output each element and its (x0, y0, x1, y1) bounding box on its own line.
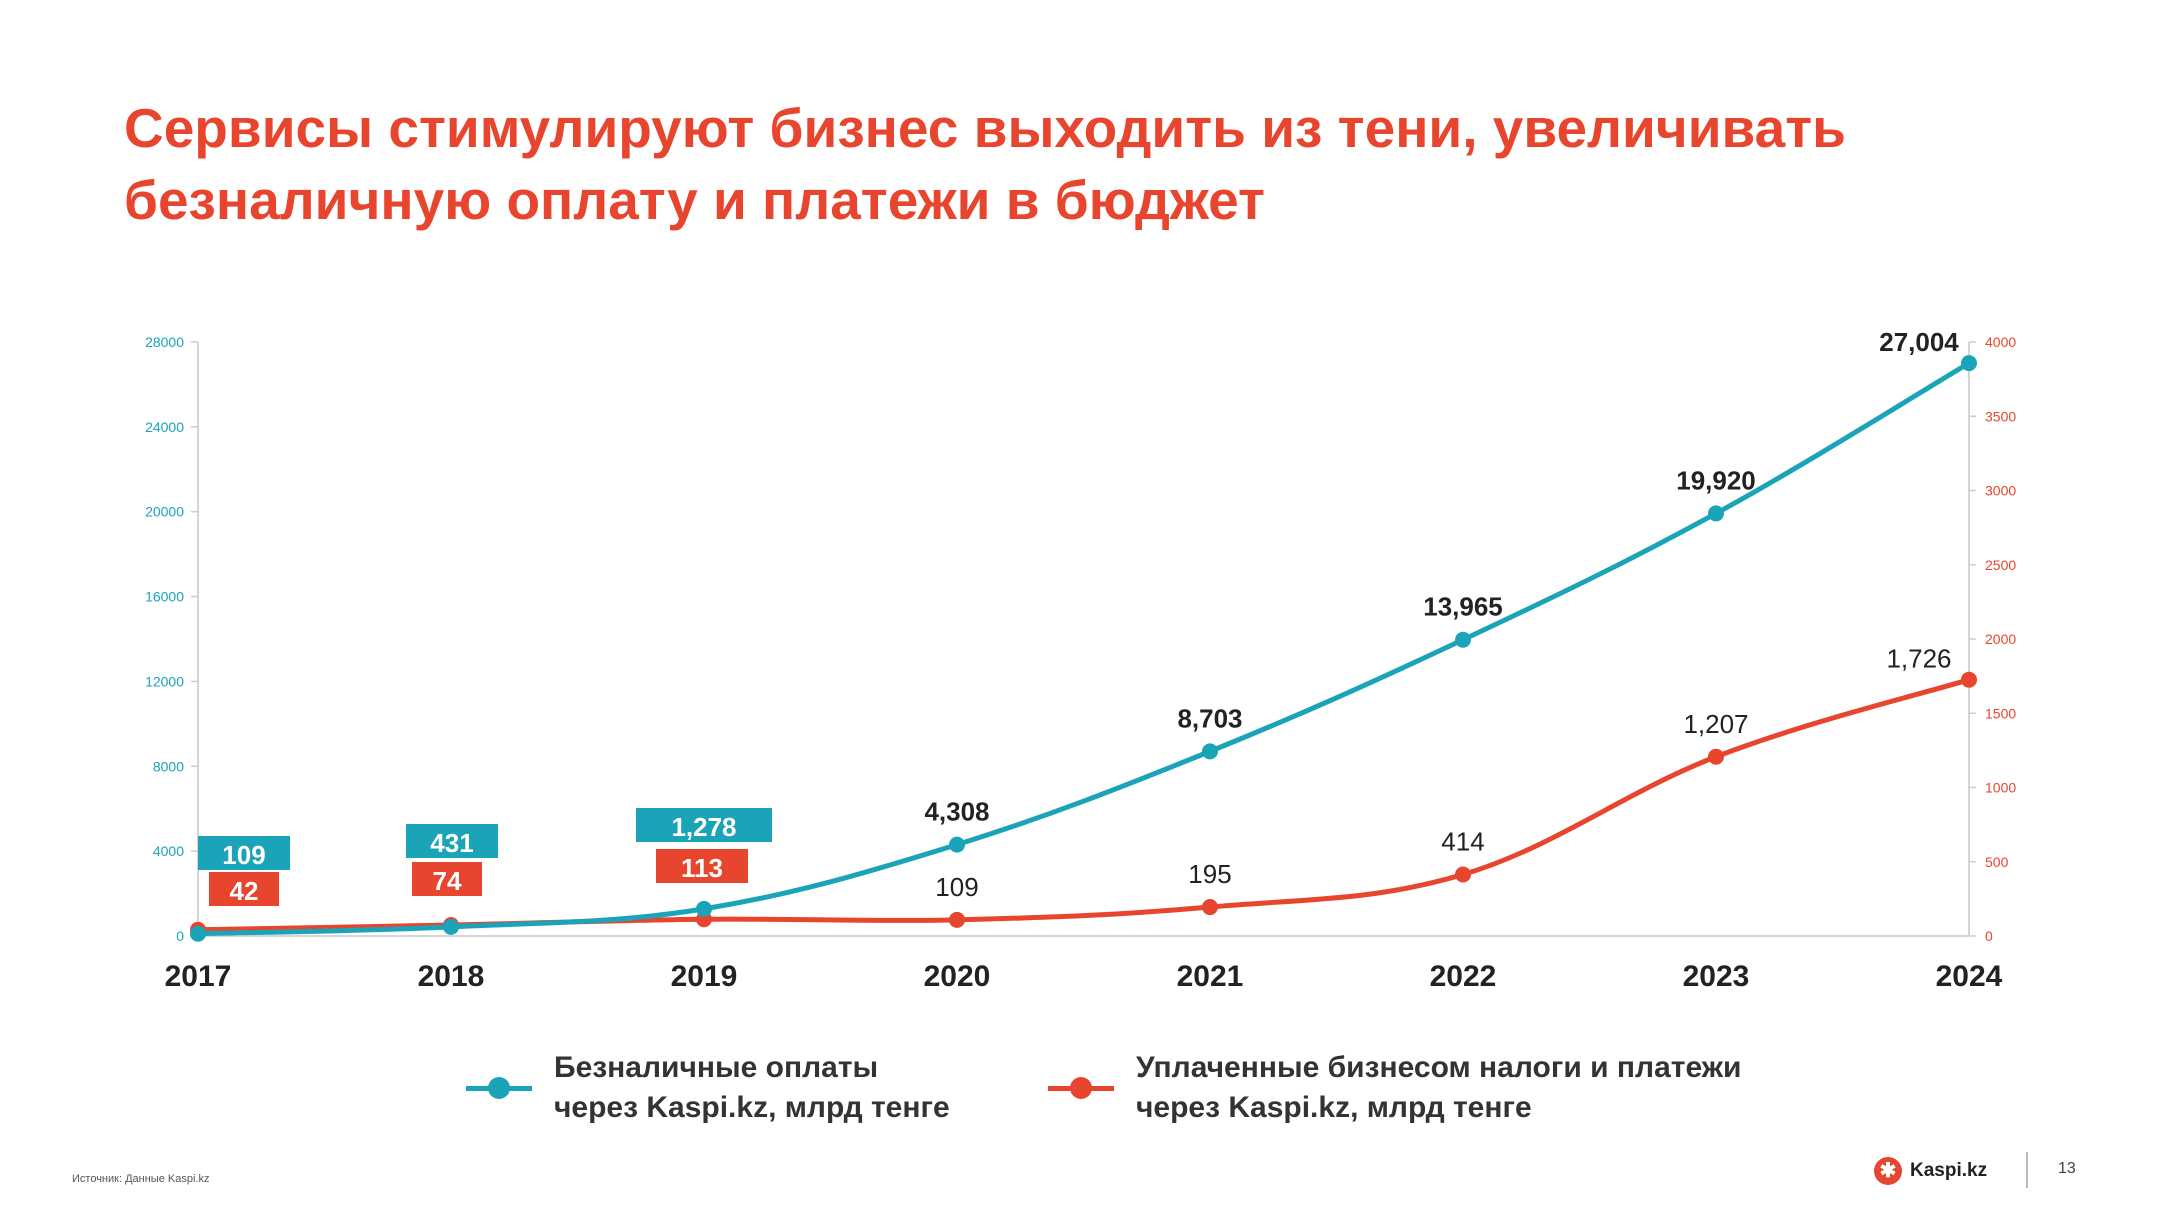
slide-title: Сервисы стимулируют бизнес выходить из т… (124, 97, 1846, 231)
legend-label: Безналичные оплаты через Kaspi.kz, млрд т… (554, 1048, 950, 1128)
left-axis-tick-label: 20000 (145, 504, 184, 520)
data-point-cashless (1202, 743, 1218, 760)
data-label-cashless: 109 (222, 840, 265, 870)
data-point-taxes (1961, 671, 1977, 688)
legend-line: через Kaspi.kz, млрд тенге (1136, 1091, 1532, 1124)
data-point-taxes (949, 911, 965, 928)
left-axis-tick-label: 4000 (153, 843, 184, 859)
kaspi-logo-icon: ✱ (1874, 1157, 1902, 1185)
data-label-taxes: 1,726 (1886, 644, 1951, 674)
right-axis-tick-label: 1500 (1985, 705, 2016, 721)
data-point-cashless (1455, 631, 1471, 648)
x-axis-tick-label: 2022 (1430, 960, 1497, 993)
x-axis-tick-label: 2023 (1683, 960, 1750, 993)
right-axis-tick-label: 0 (1985, 928, 1993, 944)
source-note: Источник: Данные Kaspi.kz (72, 1173, 210, 1185)
left-axis-tick-label: 8000 (153, 758, 184, 774)
right-axis-tick-label: 2000 (1985, 631, 2016, 647)
left-axis-tick-label: 16000 (145, 589, 184, 605)
footer-divider (2026, 1152, 2028, 1188)
legend-item-cashless: Безналичные оплаты через Kaspi.kz, млрд т… (466, 1048, 950, 1128)
x-axis-tick-label: 2019 (671, 960, 738, 993)
x-axis-tick-label: 2020 (924, 960, 991, 993)
data-label-taxes: 195 (1188, 859, 1231, 889)
data-label-box-cashless (636, 808, 772, 842)
x-axis-tick-label: 2017 (165, 960, 232, 993)
data-point-cashless (1961, 355, 1977, 372)
data-point-taxes (1202, 899, 1218, 916)
data-point-taxes (1708, 748, 1724, 765)
data-point-cashless (190, 925, 206, 942)
legend-item-taxes: Уплаченные бизнесом налоги и платежи чере… (1048, 1048, 1741, 1128)
legend-marker-red (1048, 1068, 1114, 1108)
data-label-box-taxes (412, 862, 482, 896)
series-line-cashless (197, 360, 1971, 937)
data-label-cashless: 4,308 (924, 797, 989, 827)
left-axis-tick-label: 0 (176, 928, 184, 944)
data-label-taxes: 74 (433, 866, 462, 896)
data-label-taxes: 1,207 (1683, 709, 1748, 739)
x-axis-tick-label: 2024 (1936, 960, 2003, 993)
data-label-box-taxes (209, 872, 279, 906)
kaspi-logo: ✱ Kaspi.kz (1874, 1157, 1987, 1185)
legend-line: Безналичные оплаты (554, 1051, 879, 1084)
right-axis-tick-label: 3500 (1985, 408, 2016, 424)
data-point-cashless (1708, 505, 1724, 522)
data-point-cashless (443, 918, 459, 935)
right-axis-tick-label: 500 (1985, 854, 2009, 870)
data-label-cashless: 27,004 (1879, 327, 1959, 357)
data-label-cashless: 8,703 (1177, 703, 1242, 733)
data-label-cashless: 1,278 (671, 812, 736, 842)
logo-text: Kaspi.kz (1910, 1160, 1988, 1181)
data-label-box-cashless (406, 824, 498, 858)
legend-label: Уплаченные бизнесом налоги и платежи чере… (1136, 1048, 1741, 1128)
data-point-cashless (696, 900, 712, 917)
data-label-cashless: 431 (430, 828, 473, 858)
data-label-taxes: 109 (935, 872, 978, 902)
data-label-box-cashless (198, 836, 290, 870)
data-label-taxes: 113 (681, 853, 723, 883)
x-axis-tick-label: 2018 (418, 960, 485, 993)
data-point-taxes (1455, 866, 1471, 883)
legend-marker-blue (466, 1068, 532, 1108)
left-axis-tick-label: 28000 (145, 334, 184, 350)
page-number: 13 (2058, 1160, 2076, 1177)
left-axis-tick-label: 24000 (145, 419, 184, 435)
left-axis-tick-label: 12000 (145, 673, 184, 689)
data-point-cashless (949, 836, 965, 853)
right-axis-tick-label: 2500 (1985, 557, 2016, 573)
right-axis-tick-label: 3000 (1985, 483, 2016, 499)
data-label-taxes: 42 (230, 876, 259, 906)
data-label-box-taxes (656, 849, 748, 883)
data-label-cashless: 13,965 (1423, 592, 1503, 622)
legend-line: через Kaspi.kz, млрд тенге (554, 1091, 950, 1124)
right-axis-tick-label: 4000 (1985, 334, 2016, 350)
data-label-cashless: 19,920 (1676, 465, 1756, 495)
right-axis-tick-label: 1000 (1985, 780, 2016, 796)
legend-line: Уплаченные бизнесом налоги и платежи (1136, 1051, 1742, 1084)
x-axis-tick-label: 2021 (1177, 960, 1244, 993)
data-label-taxes: 414 (1441, 827, 1484, 857)
